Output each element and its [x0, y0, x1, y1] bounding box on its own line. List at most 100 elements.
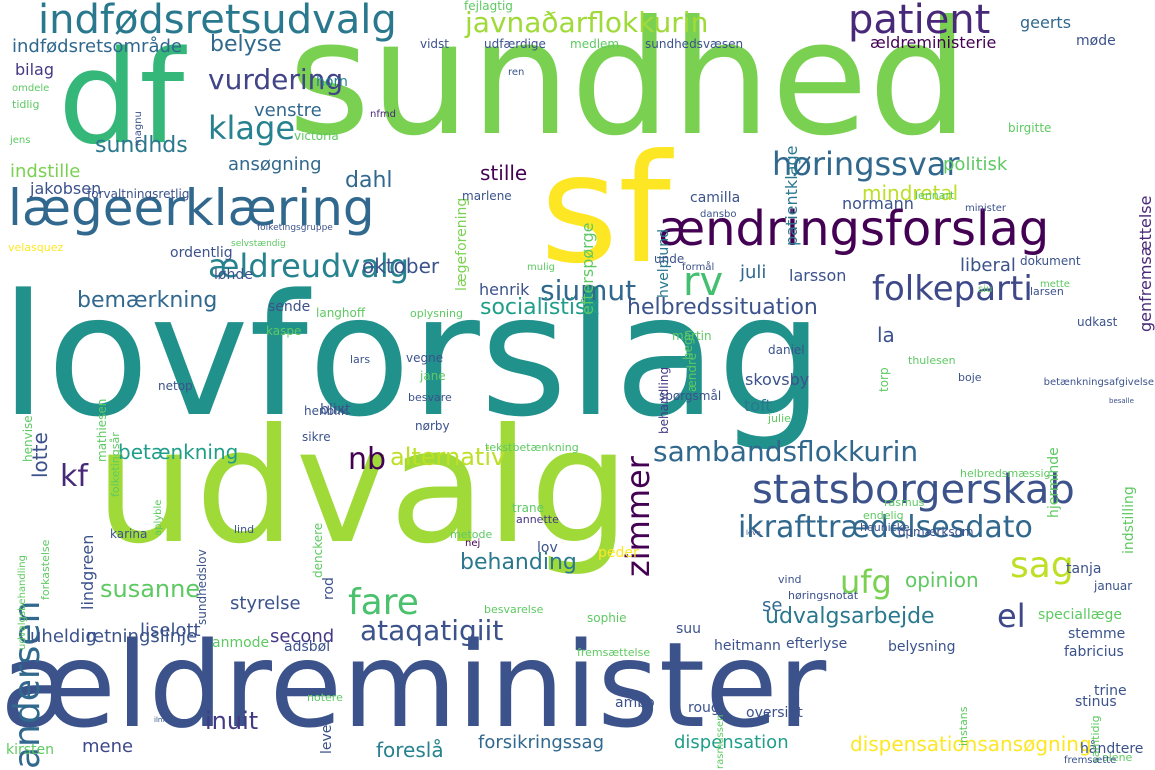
word-endelig: endelig: [863, 509, 904, 522]
word-df: df: [58, 24, 185, 173]
word-sundhed: sundhed: [288, 0, 969, 171]
word-aeldreministerie: ældreministerie: [870, 33, 997, 52]
word-aendringsforslag: ændringsforslag: [658, 201, 1050, 257]
word-ataqatigiit: ataqatigiit: [360, 614, 504, 647]
word-torp: torp: [877, 367, 891, 392]
word-folketingsgruppe: folketingsgruppe: [257, 223, 333, 233]
word-foreslaa: foreslå: [376, 738, 444, 762]
word-nb: nb: [348, 442, 387, 477]
word-statsborgerskab: statsborgerskab: [752, 467, 1075, 513]
word-venstre: venstre: [254, 100, 322, 121]
word-fremsaettelse: fremsættelse: [577, 646, 651, 659]
word-dansbo: dansbo: [700, 209, 737, 220]
word-suu: suu: [676, 621, 702, 637]
word-ufg: ufg: [840, 563, 892, 601]
word-boje: boje: [958, 371, 982, 384]
word-socialistisk: socialistisk: [480, 295, 600, 320]
word-henblik: henblik: [304, 404, 348, 418]
word-omdele: omdele: [12, 83, 50, 94]
word-aeldreminister: ældreminister: [0, 616, 827, 754]
word-opinion: opinion: [905, 568, 979, 592]
word-mette: mette: [1040, 279, 1070, 290]
word-speciallaege: speciallæge: [1038, 607, 1122, 623]
word-sundhds: sundhds: [95, 133, 188, 158]
word-ordentlig: ordentlig: [170, 245, 233, 261]
word-mindretal: mindretal: [862, 181, 959, 205]
word-geerts: geerts: [1020, 13, 1072, 32]
word-toft: toft: [744, 396, 772, 415]
word-hoeringsnotat: høringsnotat: [788, 589, 859, 602]
word-ikrafttraedelsesdato: ikrafttrædelsesdato: [738, 510, 1033, 545]
word-velasquez: velasquez: [8, 241, 64, 254]
word-camilla: camilla: [690, 190, 741, 206]
word-besvarelse: besvarelse: [484, 603, 544, 616]
word-rod: rod: [321, 577, 337, 601]
word-laegeforening: lægeforening: [454, 197, 470, 291]
word-liselott: liselott: [140, 620, 201, 641]
word-folketingsaar: folketingsår: [109, 432, 122, 498]
word-kf: kf: [60, 459, 88, 494]
word-klage: klage: [208, 109, 296, 147]
word-susanne: susanne: [100, 575, 201, 603]
word-sikre: sikre: [302, 430, 331, 444]
word-langhoff: langhoff: [316, 306, 366, 320]
word-opmaerksom: opmærksom: [898, 525, 974, 539]
word-fabricius: fabricius: [1064, 644, 1124, 660]
word-kaspe: kaspe: [266, 324, 302, 338]
word-blixt: blixt: [320, 402, 351, 418]
word-normann: normann: [842, 194, 914, 213]
word-la: la: [877, 323, 895, 347]
word-ilmse: ilmse: [154, 716, 173, 724]
word-denckere: denckere: [311, 522, 325, 578]
word-metode: metode: [450, 528, 493, 541]
word-victoria: victoria: [294, 129, 339, 143]
word-trane: trane: [512, 501, 544, 515]
word-el: el: [997, 597, 1026, 635]
word-annette: annette: [516, 513, 559, 526]
word-bilag: bilag: [15, 60, 55, 79]
word-betaenkningsafgivelse: betænkningsafgivelse: [1043, 377, 1154, 388]
word-sag: sag: [1010, 545, 1074, 586]
word-folkeparti: folkeparti: [872, 269, 1033, 309]
word-mulig: mulig: [527, 262, 555, 273]
word-oversigt: oversigt: [746, 705, 803, 721]
word-dahl: dahl: [345, 168, 393, 193]
word-martin: martin: [672, 329, 712, 343]
word-indstilling: indstilling: [1121, 486, 1137, 555]
word-sende: sende: [268, 299, 311, 315]
word-besalle: besalle: [1109, 397, 1134, 405]
word-leve: leve: [319, 724, 335, 754]
word-horn: horn: [316, 74, 348, 90]
word-anmode: anmode: [212, 635, 270, 651]
word-oplysning: oplysning: [410, 307, 463, 320]
word-henvise: henvise: [21, 415, 35, 463]
word-birgitte: birgitte: [1008, 121, 1052, 135]
word-lind: lind: [234, 523, 255, 536]
word-dispensation: dispensation: [674, 732, 789, 753]
word-inuit: inuit: [205, 707, 259, 735]
word-lovforslag: lovforslag: [0, 258, 824, 454]
word-behanding: behanding: [460, 550, 577, 575]
word-tidlig: tidlig: [12, 98, 40, 111]
word-helbredsmaessig: helbredsmæssig: [960, 467, 1051, 480]
word-ansoegning: ansøgning: [228, 154, 322, 175]
word-javnadarflokkurin: javnaðarflokkurin: [465, 6, 709, 39]
word-udvalg: udvalg: [95, 395, 630, 579]
word-sundhedsvaesen: sundhedsvæsen: [645, 37, 744, 51]
word-behandling: behandling: [657, 366, 671, 434]
word-formaal: formål: [682, 262, 715, 273]
word-bemaerkning: bemærkning: [77, 288, 218, 313]
word-moede: møde: [1076, 33, 1116, 49]
word-vidst: vidst: [420, 37, 450, 51]
word-siumut: siumut: [540, 274, 637, 307]
word-aplyble: aplyble: [153, 499, 164, 536]
word-belyse: belyse: [210, 32, 282, 57]
word-karina: karina: [110, 527, 148, 541]
word-ambo: ambo: [615, 695, 655, 711]
word-noerby: nørby: [415, 419, 450, 433]
word-larsson: larsson: [789, 266, 847, 285]
word-instans: instans: [957, 706, 970, 747]
word-belysning: belysning: [888, 639, 956, 655]
word-vurdering: vurdering: [208, 63, 344, 96]
